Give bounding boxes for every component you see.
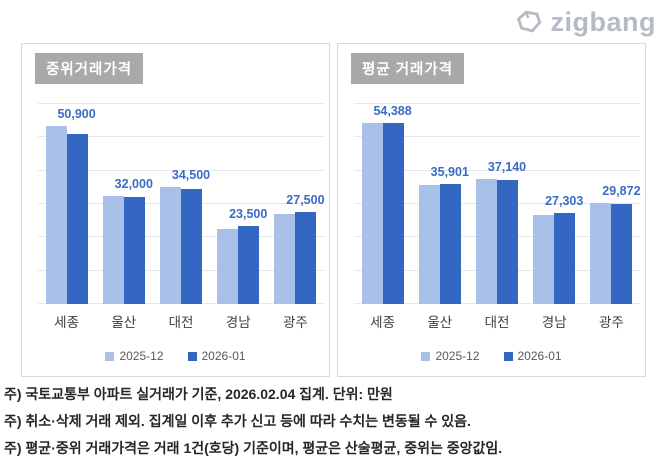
bar-pair bbox=[160, 187, 202, 304]
value-label: 32,000 bbox=[114, 176, 153, 191]
bar-group: 50,900 세종 bbox=[38, 104, 96, 330]
gridline bbox=[354, 103, 640, 104]
value-label: 23,500 bbox=[229, 206, 268, 221]
bar-group: 29,872 광주 bbox=[583, 104, 641, 330]
legend-label-2025-12: 2025-12 bbox=[435, 349, 480, 363]
bar-2026-01 bbox=[181, 189, 202, 304]
footnote-2: 주) 취소·삭제 거래 제외. 집계일 이후 추가 신고 등에 따라 수치는 변… bbox=[4, 413, 471, 429]
zigbang-logo-text: zigbang bbox=[550, 6, 656, 37]
bar-groups: 54,388 세종 35,901 울산 37,140 대전 27,303 경남 29,872 광주 bbox=[354, 103, 641, 330]
bar-pair bbox=[590, 203, 633, 304]
legend-item-2026-01: 2026-01 bbox=[187, 349, 246, 363]
value-label: 50,900 bbox=[57, 107, 96, 122]
median-chart-title-text: 중위거래가격 bbox=[46, 62, 133, 78]
category-label: 울산 bbox=[427, 315, 453, 330]
value-label: 54,388 bbox=[373, 103, 412, 118]
bar-2025-12 bbox=[274, 214, 296, 304]
footnotes: 주) 국토교통부 아파트 실거래가 기준, 2026.02.04 집계. 단위:… bbox=[4, 381, 666, 462]
bar-2026-01 bbox=[238, 225, 260, 304]
value-label: 27,303 bbox=[545, 194, 584, 208]
value-label: 37,140 bbox=[487, 160, 527, 175]
bar-pair bbox=[418, 184, 461, 304]
bar-pair bbox=[102, 195, 145, 304]
bar-2025-12 bbox=[533, 214, 555, 304]
legend-swatch-2025-12 bbox=[105, 351, 115, 361]
legend-item-2026-01: 2026-01 bbox=[503, 349, 562, 363]
bar-group: 54,388 세종 bbox=[354, 103, 412, 330]
gridline bbox=[38, 103, 324, 104]
bar-2026-01 bbox=[295, 212, 317, 304]
average-plot-area: 54,388 세종 35,901 울산 37,140 대전 27,303 경남 29,872 광주 bbox=[354, 103, 641, 330]
bar-pair bbox=[274, 212, 317, 304]
legend-swatch-2025-12 bbox=[421, 351, 431, 361]
bar-pair bbox=[533, 213, 576, 304]
category-label: 경남 bbox=[225, 315, 251, 330]
median-legend: 2025-12 2026-01 bbox=[22, 349, 329, 363]
legend-item-2025-12: 2025-12 bbox=[105, 349, 164, 363]
legend-label-2026-01: 2026-01 bbox=[201, 349, 246, 363]
zigbang-logo-icon bbox=[516, 10, 541, 33]
bar-2026-01 bbox=[439, 184, 461, 304]
category-label: 경남 bbox=[541, 315, 567, 330]
bar-pair bbox=[361, 122, 404, 304]
bar-2025-12 bbox=[590, 203, 612, 304]
category-label: 세종 bbox=[54, 315, 80, 330]
average-legend: 2025-12 2026-01 bbox=[338, 349, 645, 363]
bar-group: 34,500 대전 bbox=[152, 104, 211, 330]
value-label: 34,500 bbox=[171, 168, 211, 183]
zigbang-logo: zigbang bbox=[514, 8, 657, 36]
bar-2026-01 bbox=[66, 134, 88, 304]
category-label: 세종 bbox=[370, 315, 396, 330]
median-plot-area: 50,900 세종 32,000 울산 34,500 대전 23,500 경남 27,500 광주 bbox=[38, 103, 325, 330]
gridline bbox=[354, 136, 640, 138]
bar-2026-01 bbox=[382, 122, 404, 304]
bar-group: 32,000 울산 bbox=[95, 104, 153, 330]
footnote-3: 주) 평균·중위 거래가격은 거래 1건(호당) 기준이며, 평균은 산술평균,… bbox=[4, 440, 503, 456]
bar-2026-01 bbox=[123, 197, 145, 304]
bar-2025-12 bbox=[476, 179, 497, 304]
legend-label-2026-01: 2026-01 bbox=[517, 349, 562, 363]
category-label: 대전 bbox=[484, 315, 510, 330]
chart-panel-median: 중위거래가격 50,900 세종 32,000 울산 34,500 대전 23,500 경남 2… bbox=[21, 43, 330, 377]
bar-2025-12 bbox=[361, 123, 383, 304]
bar-2026-01 bbox=[554, 213, 576, 304]
bar-group: 23,500 경남 bbox=[210, 104, 268, 330]
bar-pair bbox=[45, 126, 88, 304]
gridline bbox=[38, 136, 324, 138]
value-label: 27,500 bbox=[286, 193, 325, 208]
legend-swatch-2026-01 bbox=[187, 351, 197, 361]
category-label: 광주 bbox=[282, 315, 308, 330]
legend-swatch-2026-01 bbox=[503, 351, 513, 361]
gridline bbox=[38, 169, 324, 171]
bar-group: 27,500 광주 bbox=[267, 104, 325, 330]
bar-groups: 50,900 세종 32,000 울산 34,500 대전 23,500 경남 27,500 광주 bbox=[38, 104, 325, 330]
category-label: 광주 bbox=[598, 315, 624, 330]
bar-group: 27,303 경남 bbox=[526, 104, 584, 330]
bar-pair bbox=[476, 179, 518, 304]
bar-2026-01 bbox=[497, 180, 518, 304]
bar-group: 35,901 울산 bbox=[411, 104, 469, 330]
median-chart-title: 중위거래가격 bbox=[35, 53, 144, 84]
charts-row: 중위거래가격 50,900 세종 32,000 울산 34,500 대전 23,500 경남 2… bbox=[21, 43, 646, 377]
bar-2025-12 bbox=[160, 187, 181, 304]
value-label: 35,901 bbox=[430, 165, 469, 180]
legend-item-2025-12: 2025-12 bbox=[421, 349, 480, 363]
bar-2025-12 bbox=[217, 229, 239, 304]
average-chart-title: 평균 거래가격 bbox=[351, 53, 465, 84]
value-label: 29,872 bbox=[602, 184, 641, 198]
category-label: 대전 bbox=[168, 315, 194, 330]
bar-2026-01 bbox=[611, 204, 633, 304]
gridline bbox=[354, 169, 640, 171]
chart-panel-average: 평균 거래가격 54,388 세종 35,901 울산 37,140 대전 27,303 경남… bbox=[337, 43, 646, 377]
bar-2025-12 bbox=[418, 184, 440, 304]
bar-group: 37,140 대전 bbox=[468, 104, 527, 330]
bar-2025-12 bbox=[102, 195, 124, 304]
bar-2025-12 bbox=[45, 126, 67, 304]
legend-label-2025-12: 2025-12 bbox=[119, 349, 164, 363]
category-label: 울산 bbox=[111, 315, 137, 330]
average-chart-title-text: 평균 거래가격 bbox=[362, 62, 454, 78]
footnote-1: 주) 국토교통부 아파트 실거래가 기준, 2026.02.04 집계. 단위:… bbox=[4, 386, 393, 402]
bar-pair bbox=[217, 225, 260, 304]
